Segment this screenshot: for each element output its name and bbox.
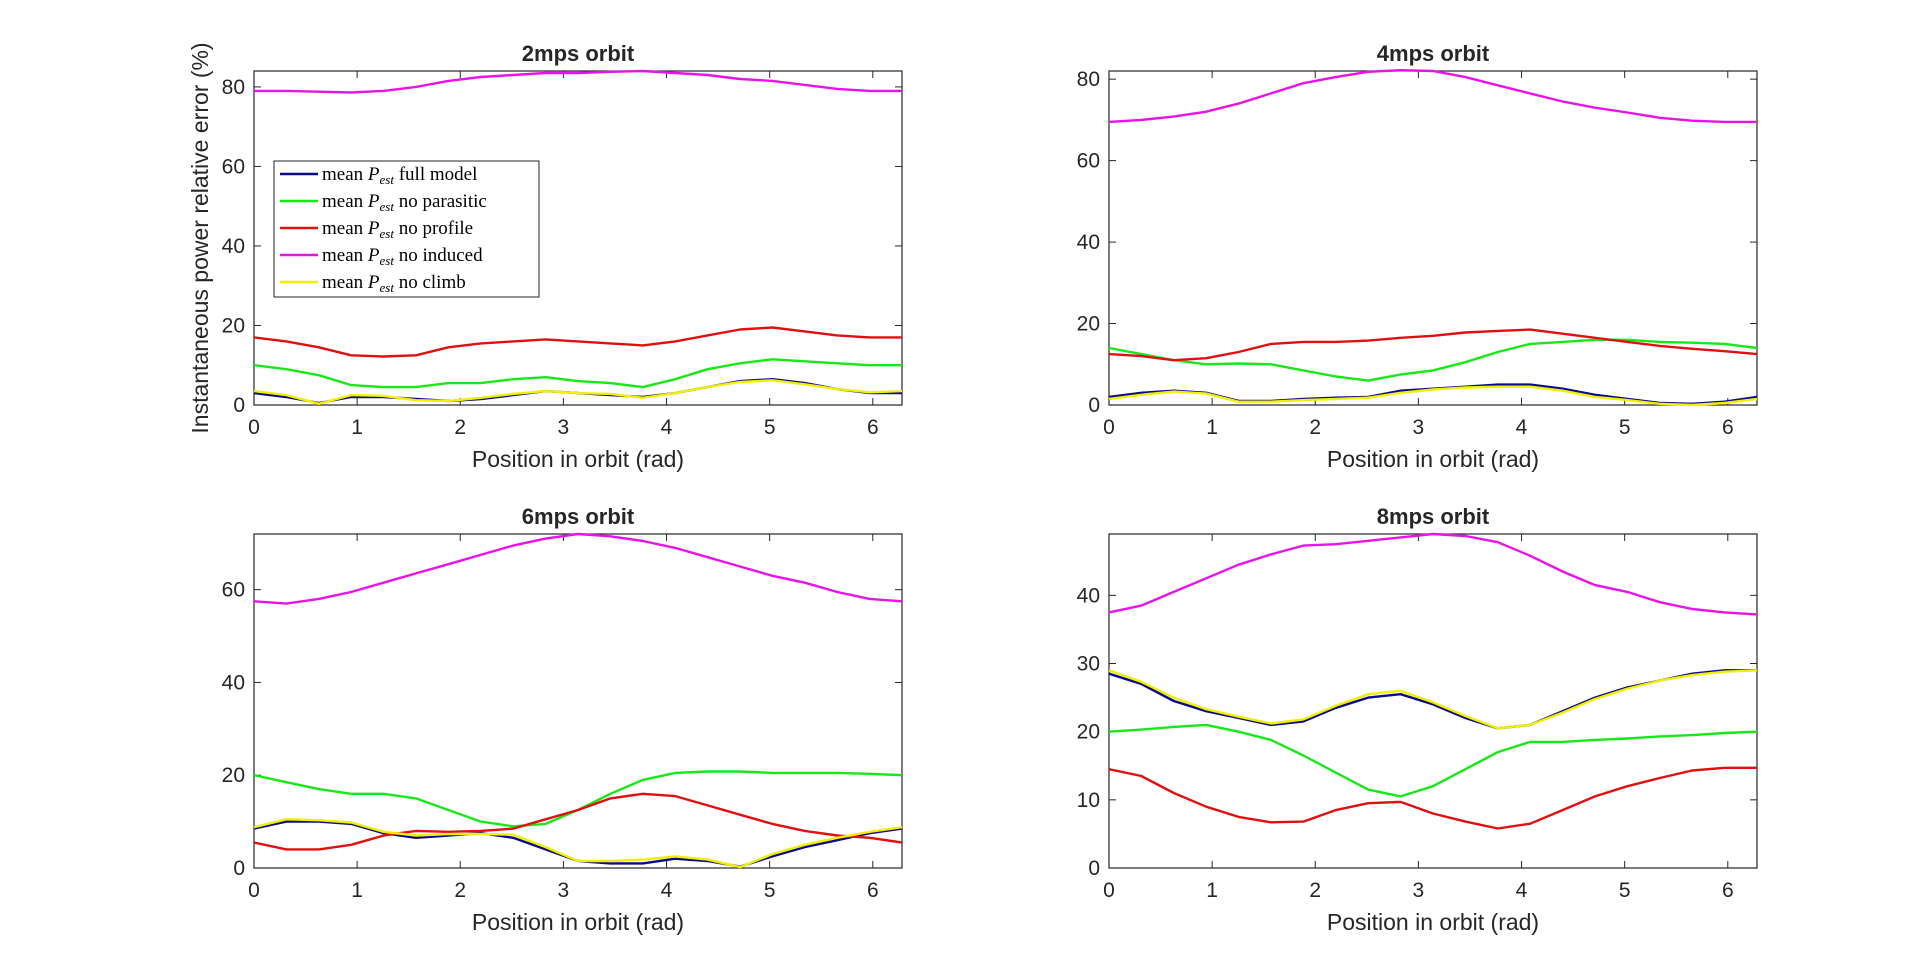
series-line-4: [1108, 68, 1757, 124]
y-tick-label: 0: [233, 857, 245, 880]
series-line-4: [1108, 532, 1758, 616]
y-tick-label: 0: [1088, 394, 1100, 417]
series-line-3: [1108, 328, 1758, 362]
x-tick-label: 3: [558, 416, 570, 439]
x-tick-label: 6: [867, 416, 879, 439]
y-tick-label: 0: [233, 394, 245, 417]
legend-entry-label: mean Pest full model: [322, 164, 477, 187]
plot-area: [253, 533, 903, 869]
x-tick-label: 0: [248, 416, 260, 439]
series-line-2: [1108, 723, 1758, 798]
series-line-3: [253, 792, 903, 851]
x-axis-label: Position in orbit (rad): [1327, 446, 1539, 472]
legend-entry-label: mean Pest no climb: [322, 272, 466, 295]
x-axis-label: Position in orbit (rad): [472, 909, 684, 935]
x-tick-label: 5: [1619, 879, 1631, 902]
x-tick-label: 2: [454, 416, 466, 439]
x-tick-label: 2: [454, 879, 466, 902]
plot-area: [1108, 70, 1758, 406]
x-tick-label: 1: [351, 416, 363, 439]
series-line-4: [254, 69, 902, 94]
subplot-title: 6mps orbit: [522, 504, 635, 529]
y-tick-label: 20: [1077, 721, 1100, 744]
series-line-2: [253, 358, 902, 389]
legend: mean Pest full model mean Pest no parasit…: [273, 160, 540, 298]
x-tick-label: 2: [1309, 879, 1321, 902]
series-line-3: [253, 326, 902, 358]
plot-area: [1108, 533, 1758, 869]
legend-entry-label: mean Pest no parasitic: [322, 191, 487, 214]
y-tick-label: 60: [222, 155, 245, 178]
y-tick-label: 0: [1088, 857, 1100, 880]
y-tick-label: 20: [222, 314, 245, 337]
legend-entry-label: mean Pest no induced: [322, 245, 483, 268]
legend-box: [273, 160, 540, 298]
x-tick-label: 3: [558, 879, 570, 902]
y-tick-label: 60: [1077, 150, 1100, 173]
x-tick-label: 0: [1103, 879, 1115, 902]
y-tick-label: 60: [222, 579, 245, 602]
x-tick-label: 1: [1206, 416, 1218, 439]
series-line-5: [1108, 385, 1758, 407]
series-line-3: [1108, 766, 1757, 830]
y-tick-label: 40: [222, 671, 245, 694]
x-tick-label: 1: [1206, 879, 1218, 902]
x-tick-label: 4: [661, 879, 673, 902]
x-tick-label: 1: [351, 879, 363, 902]
x-tick-label: 6: [1722, 416, 1734, 439]
x-tick-label: 3: [1413, 416, 1425, 439]
x-tick-label: 3: [1413, 879, 1425, 902]
x-tick-label: 5: [764, 416, 776, 439]
series-line-5: [1108, 669, 1758, 730]
y-tick-label: 30: [1077, 653, 1100, 676]
x-tick-label: 5: [764, 879, 776, 902]
x-axis-label: Position in orbit (rad): [1327, 909, 1539, 935]
series-line-5: [253, 818, 903, 869]
y-tick-label: 40: [1077, 231, 1100, 254]
x-tick-label: 6: [867, 879, 879, 902]
y-axis-label: Instantaneous power relative error (%): [187, 42, 213, 433]
y-tick-label: 80: [1077, 68, 1100, 91]
series-line-5: [253, 379, 903, 405]
x-tick-label: 0: [248, 879, 260, 902]
subplot-4: 0 1 2 3 4 5 6 0 10 20 30 40 8mps orbit Position in or…: [1077, 504, 1758, 935]
y-tick-label: 10: [1077, 789, 1100, 812]
x-tick-label: 4: [1516, 879, 1528, 902]
subplot-title: 2mps orbit: [522, 41, 635, 66]
x-tick-label: 5: [1619, 416, 1631, 439]
y-tick-label: 40: [1077, 584, 1100, 607]
y-tick-label: 20: [1077, 313, 1100, 336]
subplot-title: 4mps orbit: [1377, 41, 1490, 66]
y-tick-label: 20: [222, 764, 245, 787]
x-tick-label: 0: [1103, 416, 1115, 439]
x-tick-label: 6: [1722, 879, 1734, 902]
subplot-title: 8mps orbit: [1377, 504, 1490, 529]
x-tick-label: 2: [1309, 416, 1321, 439]
series-line-2: [1108, 338, 1758, 382]
y-tick-label: 80: [222, 76, 245, 99]
x-axis-label: Position in orbit (rad): [472, 446, 684, 472]
y-tick-label: 40: [222, 235, 245, 258]
x-tick-label: 4: [1516, 416, 1528, 439]
series-line-4: [253, 532, 903, 605]
legend-entry-label: mean Pest no profile: [322, 218, 473, 241]
x-tick-label: 4: [661, 416, 673, 439]
